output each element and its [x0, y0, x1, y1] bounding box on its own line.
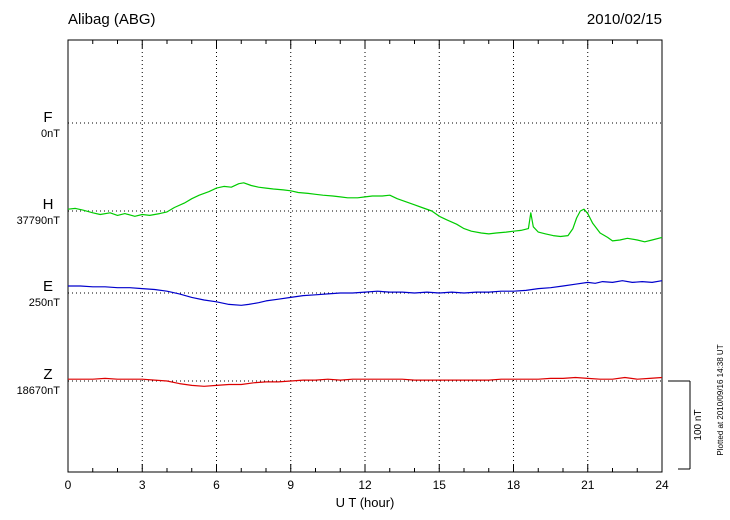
x-tick-label: 12 [358, 478, 372, 492]
x-tick-label: 9 [287, 478, 294, 492]
date-label: 2010/02/15 [587, 11, 662, 28]
series-label-f: F [43, 109, 52, 126]
trace-e [68, 280, 663, 306]
x-axis-title: U T (hour) [336, 495, 395, 510]
x-tick-label: 15 [433, 478, 447, 492]
x-tick-label: 3 [139, 478, 146, 492]
x-tick-label: 21 [581, 478, 595, 492]
trace-h [67, 182, 663, 243]
trace-z [68, 376, 663, 387]
series-baseline-h: 37790nT [17, 215, 61, 227]
station-title: Alibag (ABG) [68, 11, 156, 28]
series-label-z: Z [43, 366, 52, 383]
x-tick-label: 18 [507, 478, 521, 492]
series-baseline-f: 0nT [41, 128, 60, 140]
scale-bar-label: 100 nT [693, 409, 704, 440]
x-tick-label: 24 [655, 478, 669, 492]
series-label-h: H [43, 196, 54, 213]
x-tick-label: 6 [213, 478, 220, 492]
axis-ticks [67, 40, 663, 472]
traces [67, 182, 663, 387]
x-tick-label: 0 [65, 478, 72, 492]
x-tick-labels: 0 3 6 9 12 15 18 21 24 [65, 478, 669, 492]
series-label-e: E [43, 278, 53, 295]
plotted-at-note: Plotted at 2010/09/16 14:38 UT [716, 344, 725, 455]
series-baseline-z: 18670nT [17, 385, 61, 397]
scale-bar: 100 nT [668, 380, 704, 470]
gridlines [68, 40, 662, 472]
series-baseline-e: 250nT [29, 297, 60, 309]
